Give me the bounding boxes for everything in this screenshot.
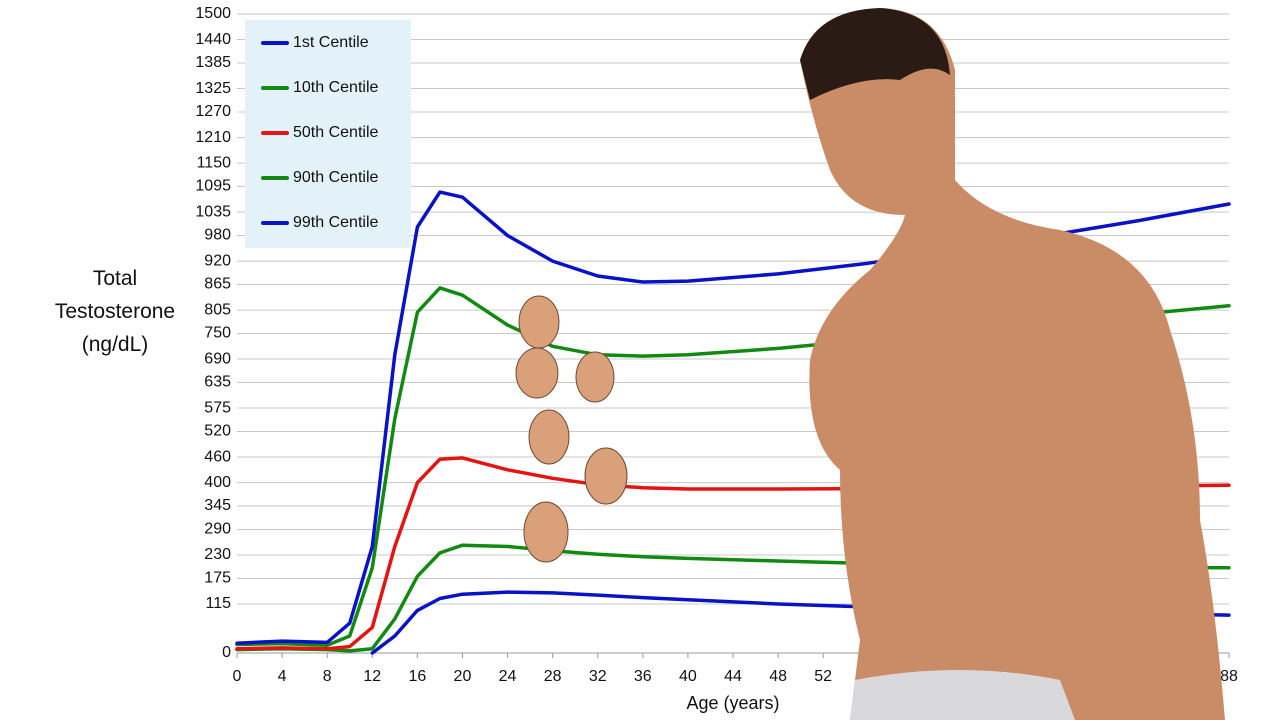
x-tick-label: 88 — [1220, 668, 1238, 685]
y-tick-label: 1385 — [195, 54, 231, 71]
y-tick-label: 1150 — [197, 154, 232, 171]
face — [523, 501, 569, 563]
face — [528, 409, 570, 465]
x-axis-label: Age (years) — [686, 693, 779, 713]
y-tick-label: 345 — [204, 497, 231, 514]
legend-label: 90th Centile — [293, 169, 378, 186]
y-tick-label: 1095 — [195, 178, 231, 195]
y-tick-label: 1500 — [195, 5, 231, 22]
y-tick-label: 460 — [204, 448, 231, 465]
x-tick-label: 32 — [589, 668, 607, 685]
y-tick-label: 1210 — [195, 129, 231, 146]
x-tick-label: 16 — [408, 668, 426, 685]
face — [515, 347, 559, 399]
x-tick-label: 24 — [499, 668, 517, 685]
x-tick-label: 36 — [634, 668, 652, 685]
legend-label: 10th Centile — [293, 79, 378, 96]
x-tick-label: 44 — [724, 668, 742, 685]
x-tick-label: 8 — [323, 668, 332, 685]
y-tick-label: 690 — [204, 350, 231, 367]
x-tick-label: 4 — [278, 668, 287, 685]
y-tick-label: 805 — [204, 301, 231, 318]
legend: 1st Centile 10th Centile 50th Centile 90th … — [245, 20, 411, 248]
y-tick-label: 290 — [204, 521, 231, 538]
y-tick-label: 520 — [204, 423, 231, 440]
x-tick-label: 12 — [363, 668, 381, 685]
hair — [800, 8, 950, 100]
x-tick-label: 40 — [679, 668, 697, 685]
y-tick-label: 1325 — [195, 80, 231, 97]
y-tick-label: 980 — [204, 227, 231, 244]
legend-label: 50th Centile — [293, 124, 378, 141]
man-illustration — [800, 8, 1225, 720]
y-tick-label: 1440 — [195, 31, 231, 48]
x-tick-label: 52 — [814, 668, 832, 685]
x-tick-label: 20 — [454, 668, 472, 685]
legend-label: 99th Centile — [293, 214, 378, 231]
face — [584, 447, 628, 505]
body — [800, 8, 1225, 720]
y-tick-label: 230 — [204, 546, 231, 563]
y-axis-label: Total Testosterone (ng/dL) — [54, 267, 176, 356]
y-tick-label: 175 — [204, 570, 231, 587]
y-tick-label: 115 — [205, 595, 231, 612]
y-tick-label: 575 — [204, 399, 231, 416]
y-tick-label: 1270 — [195, 103, 231, 120]
y-tick-label: 750 — [204, 325, 231, 342]
x-tick-label: 0 — [233, 668, 242, 685]
x-tick-label: 48 — [769, 668, 787, 685]
y-tick-label: 865 — [204, 276, 231, 293]
face — [575, 351, 615, 403]
legend-label: 1st Centile — [293, 34, 369, 51]
y-tick-label: 0 — [222, 644, 231, 661]
faces — [515, 295, 628, 563]
y-tick-label: 920 — [204, 252, 231, 269]
y-tick-label: 635 — [204, 374, 231, 391]
y-tick-label: 1035 — [195, 203, 231, 220]
y-tick-label: 400 — [204, 474, 231, 491]
face — [518, 295, 560, 349]
shorts — [850, 670, 1075, 720]
x-tick-label: 28 — [544, 668, 562, 685]
